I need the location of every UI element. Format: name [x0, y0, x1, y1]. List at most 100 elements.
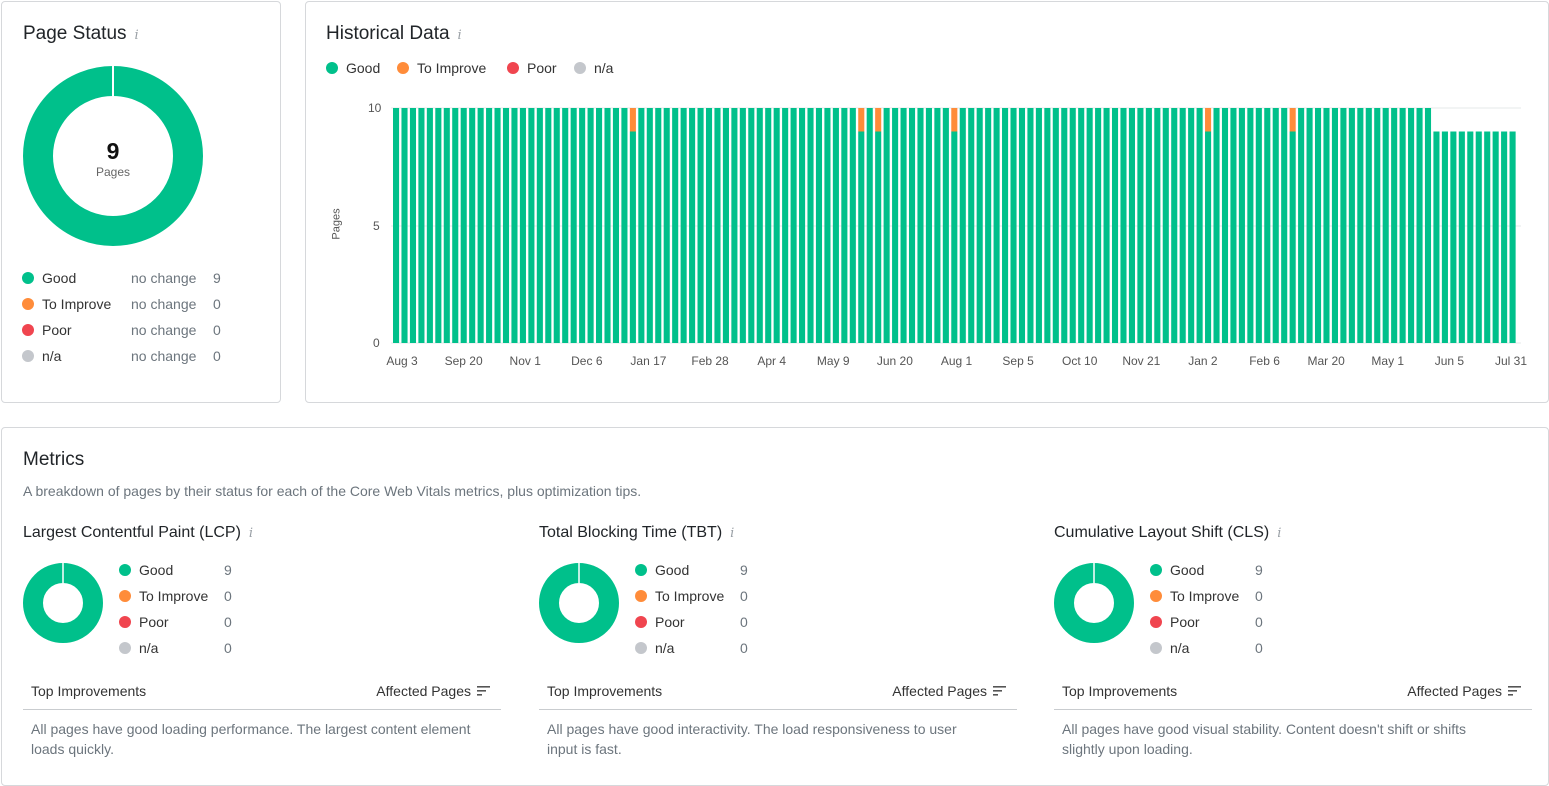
bar-good[interactable] [562, 108, 569, 343]
bar-good[interactable] [1044, 108, 1051, 343]
bar-good[interactable] [1171, 108, 1178, 343]
bar-good[interactable] [1281, 108, 1288, 343]
bar-good[interactable] [815, 108, 823, 343]
bar-good[interactable] [1475, 131, 1482, 344]
bar-good[interactable] [1501, 131, 1508, 344]
bar-good[interactable] [477, 108, 484, 343]
info-icon[interactable]: i [730, 526, 735, 541]
historical-legend-good[interactable]: Good [326, 60, 380, 76]
bar-good[interactable] [841, 108, 848, 343]
bar-good[interactable] [1027, 108, 1034, 343]
bar-good[interactable] [959, 108, 966, 343]
bar-good[interactable] [697, 108, 704, 343]
bar-good[interactable] [1458, 131, 1465, 344]
bar-good[interactable] [621, 108, 628, 343]
bar-good[interactable] [587, 108, 594, 343]
bar-good[interactable] [638, 108, 645, 343]
bar-good[interactable] [469, 108, 476, 343]
bar-good[interactable] [604, 108, 611, 343]
bar-good[interactable] [1441, 131, 1448, 344]
bar-good[interactable] [1298, 108, 1305, 343]
bar-good[interactable] [1213, 108, 1220, 343]
bar-good[interactable] [1188, 108, 1195, 343]
bar-good[interactable] [832, 108, 839, 343]
bar-good[interactable] [1154, 108, 1161, 343]
bar-good[interactable] [934, 108, 941, 343]
bar-good[interactable] [528, 108, 535, 343]
bar-good[interactable] [1306, 108, 1313, 343]
bar-good[interactable] [426, 108, 433, 343]
bar-good[interactable] [486, 108, 493, 343]
bar-good[interactable] [460, 108, 467, 343]
bar-good[interactable] [418, 108, 425, 343]
bar-good[interactable] [985, 108, 992, 343]
bar-good[interactable] [1374, 108, 1381, 343]
bar-good[interactable] [1492, 131, 1499, 344]
bar-good[interactable] [790, 108, 797, 343]
bar-good[interactable] [1128, 108, 1135, 343]
bar-good[interactable] [1238, 108, 1245, 343]
bar-good[interactable] [1103, 108, 1110, 343]
bar-good[interactable] [858, 131, 865, 344]
bar-good[interactable] [1162, 108, 1169, 343]
bar-good[interactable] [519, 108, 526, 343]
bar-good[interactable] [1391, 108, 1398, 343]
bar-good[interactable] [1247, 108, 1254, 343]
bar-good[interactable] [1289, 131, 1296, 344]
bar-good[interactable] [1467, 131, 1474, 344]
bar-good[interactable] [672, 108, 679, 343]
bar-good[interactable] [968, 108, 975, 343]
bar-good[interactable] [1348, 108, 1355, 343]
bar-good[interactable] [1061, 108, 1068, 343]
bar-good[interactable] [722, 108, 729, 343]
bar-to-improve[interactable] [629, 108, 636, 132]
bar-good[interactable] [1484, 131, 1491, 344]
bar-good[interactable] [1416, 108, 1423, 343]
bar-good[interactable] [739, 108, 746, 343]
bar-good[interactable] [452, 108, 459, 343]
bar-to-improve[interactable] [951, 108, 958, 132]
historical-legend-to-improve[interactable]: To Improve [397, 60, 486, 76]
bar-good[interactable] [705, 108, 713, 343]
bar-good[interactable] [1230, 108, 1237, 343]
bar-good[interactable] [875, 131, 882, 344]
bar-good[interactable] [1399, 108, 1406, 343]
bar-good[interactable] [951, 131, 958, 344]
bar-good[interactable] [1145, 108, 1152, 343]
bar-good[interactable] [401, 108, 408, 343]
bar-good[interactable] [511, 108, 518, 343]
bar-good[interactable] [1509, 131, 1516, 344]
bar-good[interactable] [553, 108, 560, 343]
bar-good[interactable] [393, 108, 400, 343]
bar-good[interactable] [1272, 108, 1279, 343]
bar-good[interactable] [866, 108, 873, 343]
info-icon[interactable]: i [134, 28, 139, 43]
bar-good[interactable] [900, 108, 907, 343]
affected-pages-sort[interactable]: Affected Pages [376, 683, 491, 699]
bar-good[interactable] [1010, 108, 1017, 343]
bar-good[interactable] [1179, 108, 1186, 343]
historical-legend-poor[interactable]: Poor [507, 60, 557, 76]
bar-to-improve[interactable] [1289, 108, 1296, 132]
bar-good[interactable] [570, 108, 577, 343]
bar-good[interactable] [502, 108, 510, 343]
bar-good[interactable] [807, 108, 814, 343]
bar-good[interactable] [1086, 108, 1093, 343]
bar-good[interactable] [892, 108, 899, 343]
bar-good[interactable] [579, 108, 586, 343]
bar-good[interactable] [799, 108, 806, 343]
bar-good[interactable] [1264, 108, 1271, 343]
bar-good[interactable] [655, 108, 662, 343]
bar-good[interactable] [976, 108, 983, 343]
affected-pages-sort[interactable]: Affected Pages [892, 683, 1007, 699]
bar-good[interactable] [646, 108, 653, 343]
bar-good[interactable] [714, 108, 721, 343]
bar-good[interactable] [917, 108, 924, 343]
bar-good[interactable] [1255, 108, 1262, 343]
bar-good[interactable] [1095, 108, 1102, 343]
bar-good[interactable] [925, 108, 932, 343]
bar-good[interactable] [1069, 108, 1076, 343]
bar-good[interactable] [1137, 108, 1144, 343]
bar-to-improve[interactable] [875, 108, 882, 132]
info-icon[interactable]: i [457, 28, 462, 43]
